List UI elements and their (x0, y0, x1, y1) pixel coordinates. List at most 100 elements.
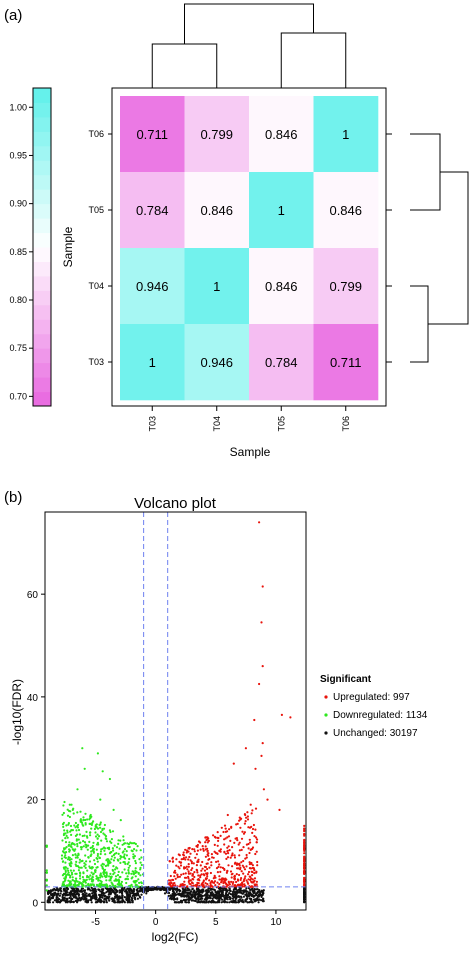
upregulated-point (184, 848, 187, 851)
downregulated-point (89, 866, 92, 870)
downregulated-point (135, 849, 138, 852)
upregulated-point (240, 848, 243, 852)
colorbar-step (33, 348, 51, 364)
downregulated-point (134, 867, 137, 870)
downregulated-point (134, 875, 137, 878)
downregulated-point (88, 878, 91, 881)
upregulated-point (174, 884, 177, 887)
volcano-x-tick-label: -5 (91, 917, 100, 928)
unchanged-point (112, 889, 115, 893)
upregulated-point (204, 836, 207, 839)
downregulated-point (77, 838, 80, 841)
upregulated-point (177, 853, 180, 856)
downregulated-point (86, 869, 89, 872)
unchanged-point (84, 900, 87, 903)
downregulated-point (95, 866, 98, 869)
downregulated-point (60, 854, 64, 857)
upregulated-point (247, 870, 251, 874)
heatmap-cell (313, 248, 379, 325)
unchanged-point (119, 900, 122, 903)
downregulated-point (98, 885, 101, 888)
upregulated-point (215, 867, 219, 870)
downregulated-point (127, 869, 130, 872)
unchanged-point (229, 898, 232, 901)
unchanged-point (220, 901, 223, 904)
unchanged-point (165, 890, 168, 893)
downregulated-point (120, 882, 123, 886)
downregulated-point (99, 850, 103, 853)
upregulated-point (255, 836, 258, 839)
downregulated-point (126, 862, 129, 866)
unchanged-point (205, 899, 208, 902)
unchanged-point (141, 889, 144, 892)
legend: Significant Upregulated: 997 Downregulate… (320, 674, 428, 739)
upregulated-point (219, 870, 222, 874)
upregulated-point (240, 861, 243, 864)
unchanged-point (68, 896, 71, 900)
unchanged-point (51, 889, 54, 892)
upregulated-point (191, 874, 194, 877)
upregulated-point (207, 854, 210, 857)
downregulated-point (80, 848, 83, 851)
upregulated-point (248, 838, 251, 841)
upregulated-point (196, 849, 199, 852)
unchanged-point (82, 892, 85, 896)
downregulated-point (112, 859, 115, 862)
unchanged-point (228, 889, 231, 892)
unchanged-point (141, 887, 144, 890)
downregulated-point (101, 770, 104, 773)
upregulated-point (210, 864, 213, 867)
upregulated-point (189, 879, 192, 882)
upregulated-point (182, 851, 185, 854)
downregulated-point (70, 871, 73, 874)
downregulated-point (99, 798, 102, 801)
unchanged-point (196, 901, 199, 904)
volcano-x-tick-label: 5 (213, 917, 219, 928)
unchanged-point (209, 896, 212, 900)
upregulated-point (170, 881, 173, 884)
downregulated-point (83, 767, 86, 770)
upregulated-point (230, 876, 233, 879)
upregulated-point (191, 867, 194, 870)
heatmap-cell (249, 96, 314, 173)
unchanged-point (189, 898, 192, 901)
downregulated-point (133, 848, 136, 851)
upregulated-point (239, 826, 242, 829)
downregulated-point (90, 871, 93, 874)
unchanged-point (102, 894, 105, 897)
unchanged-point (237, 901, 240, 904)
upregulated-point (278, 808, 281, 812)
unchanged-point (191, 887, 194, 891)
unchanged-point (77, 897, 80, 900)
unchanged-point (139, 896, 142, 899)
downregulated-point (99, 882, 103, 885)
downregulated-point (103, 849, 106, 852)
colorbar-step (33, 304, 51, 320)
unchanged-point (212, 895, 216, 898)
unchanged-point (225, 893, 228, 896)
upregulated-point (247, 873, 250, 876)
unchanged-point (105, 895, 109, 898)
downregulated-point (64, 841, 68, 844)
upregulated-point (303, 883, 306, 886)
upregulated-point (206, 841, 209, 844)
heatmap-cell (184, 172, 250, 249)
upregulated-point (242, 859, 245, 863)
unchanged-point (121, 886, 124, 890)
unchanged-point (83, 889, 86, 892)
unchanged-point (91, 889, 94, 892)
volcano-frame (44, 511, 307, 911)
unchanged-point (122, 888, 125, 891)
upregulated-point (184, 866, 187, 870)
upregulated-point (226, 813, 229, 817)
unchanged-point (253, 895, 256, 898)
upregulated-point (182, 857, 185, 861)
colorbar-tick-label: 0.90 (9, 199, 27, 209)
unchanged-point (227, 893, 230, 897)
unchanged-point (173, 887, 176, 890)
downregulated-point (61, 813, 64, 816)
unchanged-point (68, 900, 71, 903)
unchanged-point (57, 898, 60, 902)
unchanged-point (222, 895, 225, 898)
downregulated-point (73, 843, 76, 846)
